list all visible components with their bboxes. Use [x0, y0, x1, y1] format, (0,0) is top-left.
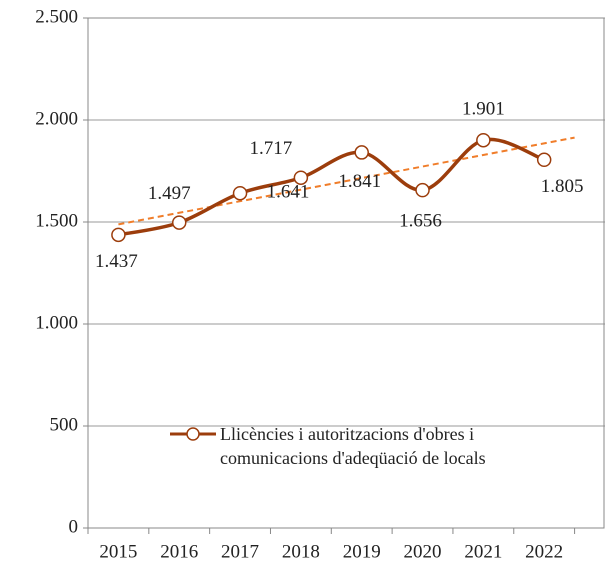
- trendline: [118, 136, 575, 226]
- y-tick-label: 0: [69, 516, 79, 537]
- marker: [111, 227, 126, 243]
- marker: [536, 152, 552, 168]
- data-label: 1.805: [541, 176, 584, 197]
- data-label: 1.717: [250, 138, 293, 159]
- x-tick-label: 2022: [525, 541, 563, 562]
- marker: [232, 185, 248, 201]
- y-tick-label: 1.500: [35, 210, 78, 231]
- x-tick-label: 2016: [160, 541, 198, 562]
- x-tick-label: 2019: [343, 541, 381, 562]
- x-tick-label: 2017: [221, 541, 259, 562]
- plot-border: [87, 17, 605, 529]
- data-label: 1.656: [399, 211, 442, 232]
- x-tick-label: 2015: [99, 541, 137, 562]
- x-tick-label: 2018: [282, 541, 320, 562]
- legend: Llicències i autoritzacions d'obres i co…: [168, 422, 588, 470]
- legend-swatch: [170, 427, 216, 441]
- marker: [293, 170, 309, 185]
- x-tick-label: 2020: [404, 541, 442, 562]
- marker: [476, 132, 491, 148]
- legend-marker: [186, 427, 200, 441]
- legend-label: Llicències i autoritzacions d'obres i co…: [220, 424, 486, 468]
- y-tick-label: 500: [50, 414, 79, 435]
- y-tick-label: 1.000: [35, 312, 78, 333]
- marker: [415, 182, 430, 198]
- data-label: 1.901: [462, 99, 505, 120]
- y-tick-label: 2.000: [35, 108, 78, 129]
- data-label: 1.841: [338, 171, 381, 192]
- y-tick-label: 2.500: [35, 6, 78, 27]
- data-label: 1.641: [267, 182, 310, 203]
- data-label: 1.497: [148, 183, 191, 204]
- marker: [171, 215, 187, 230]
- data-label: 1.437: [95, 251, 138, 272]
- marker: [354, 145, 369, 160]
- x-tick-label: 2021: [464, 541, 502, 562]
